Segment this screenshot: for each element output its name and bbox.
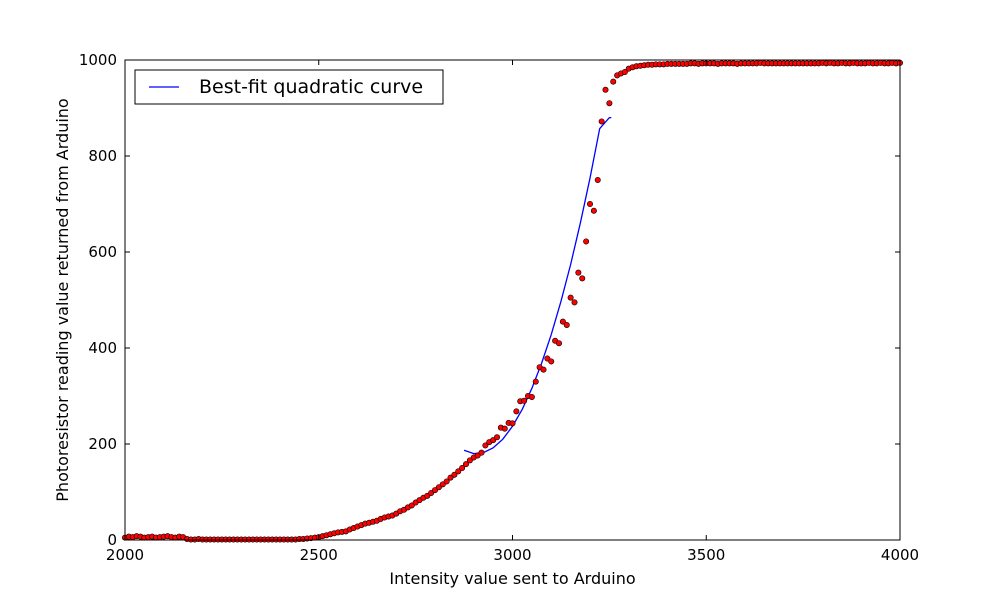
data-point bbox=[586, 201, 593, 208]
data-point bbox=[493, 434, 500, 441]
data-point bbox=[482, 442, 489, 449]
data-point bbox=[610, 78, 617, 85]
plot-frame bbox=[124, 59, 901, 541]
x-tick-label: 4000 bbox=[881, 546, 919, 564]
data-point bbox=[462, 461, 469, 468]
data-point bbox=[602, 86, 609, 93]
data-point bbox=[532, 378, 539, 385]
best-fit-curve bbox=[463, 116, 612, 455]
data-point bbox=[521, 397, 528, 404]
x-tick-label: 3500 bbox=[687, 546, 725, 564]
data-point bbox=[548, 358, 555, 365]
data-point bbox=[513, 408, 520, 415]
x-tick-label: 2500 bbox=[300, 546, 338, 564]
data-point bbox=[501, 425, 508, 432]
data-point bbox=[579, 275, 586, 282]
x-tick-label: 2000 bbox=[106, 546, 144, 564]
data-point bbox=[555, 340, 562, 347]
data-point bbox=[451, 471, 458, 478]
data-point bbox=[478, 449, 485, 456]
x-axis-label: Intensity value sent to Arduino bbox=[389, 569, 635, 588]
plot-area bbox=[125, 60, 900, 540]
y-tick-label: 0 bbox=[107, 531, 117, 549]
y-tick-label: 800 bbox=[88, 147, 117, 165]
data-point bbox=[455, 468, 462, 475]
data-point bbox=[528, 393, 535, 400]
data-point bbox=[443, 478, 450, 485]
data-point bbox=[540, 366, 547, 373]
data-point bbox=[590, 207, 597, 214]
y-tick-label: 400 bbox=[88, 339, 117, 357]
legend: Best-fit quadratic curve bbox=[134, 69, 444, 105]
data-point bbox=[594, 177, 601, 184]
data-point bbox=[621, 69, 628, 76]
y-axis-label: Photoresistor reading value returned fro… bbox=[53, 98, 72, 501]
data-point bbox=[598, 118, 605, 125]
data-point bbox=[606, 100, 613, 107]
data-point bbox=[563, 321, 570, 328]
y-tick-label: 1000 bbox=[79, 51, 117, 69]
legend-frame bbox=[134, 69, 444, 105]
data-point bbox=[567, 294, 574, 301]
data-point bbox=[575, 269, 582, 276]
data-point bbox=[509, 420, 516, 427]
data-point bbox=[583, 238, 590, 245]
tick-labels: 2000 2500 3000 3500 4000 0 200 400 600 800 1000 bbox=[79, 51, 919, 564]
data-point bbox=[459, 464, 466, 471]
legend-entry-label: Best-fit quadratic curve bbox=[199, 76, 423, 98]
y-tick-label: 200 bbox=[88, 435, 117, 453]
x-tick-label: 3000 bbox=[493, 546, 531, 564]
data-point bbox=[559, 318, 566, 325]
data-point bbox=[571, 299, 578, 306]
y-tick-label: 600 bbox=[88, 243, 117, 261]
